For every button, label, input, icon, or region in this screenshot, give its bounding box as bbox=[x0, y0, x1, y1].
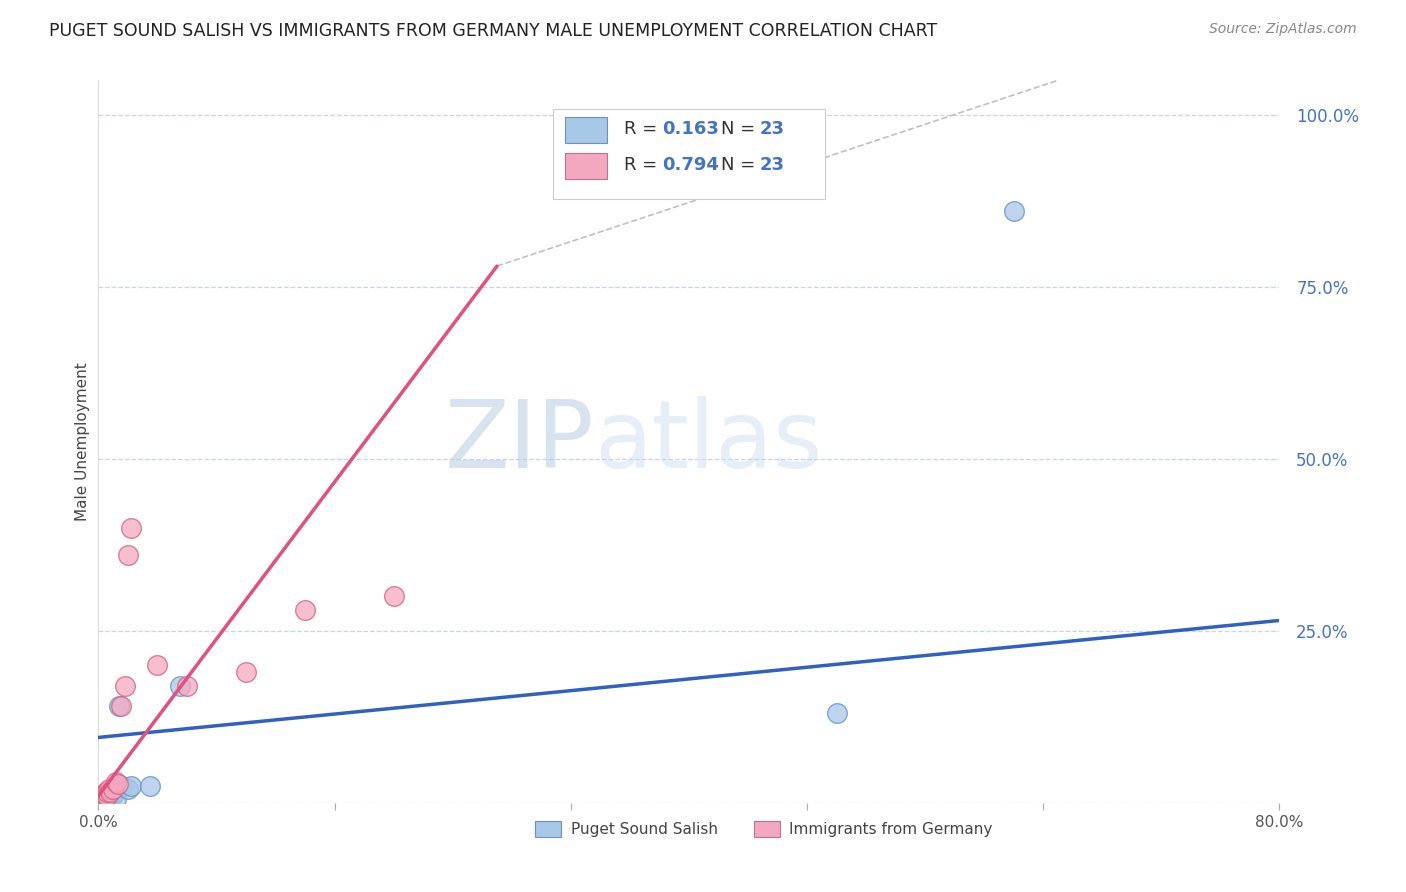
Point bbox=[108, 699, 131, 714]
Text: R =: R = bbox=[624, 120, 664, 137]
Point bbox=[97, 782, 120, 797]
Point bbox=[98, 785, 121, 799]
Text: R =: R = bbox=[624, 156, 664, 174]
Point bbox=[98, 785, 121, 799]
Point bbox=[107, 776, 129, 790]
Point bbox=[93, 792, 115, 806]
Point bbox=[825, 706, 848, 721]
Point bbox=[98, 789, 121, 803]
Text: 23: 23 bbox=[759, 120, 785, 137]
Point bbox=[90, 792, 112, 806]
Text: 0.794: 0.794 bbox=[662, 156, 718, 174]
Text: 0.163: 0.163 bbox=[662, 120, 718, 137]
Point bbox=[111, 779, 134, 793]
Point bbox=[105, 775, 128, 789]
FancyBboxPatch shape bbox=[754, 821, 780, 837]
Point bbox=[294, 603, 316, 617]
Text: Immigrants from Germany: Immigrants from Germany bbox=[789, 822, 993, 837]
Text: N =: N = bbox=[721, 120, 761, 137]
Text: atlas: atlas bbox=[595, 395, 823, 488]
Point bbox=[146, 658, 169, 673]
Point bbox=[235, 665, 257, 679]
Point bbox=[91, 792, 114, 806]
Point bbox=[91, 790, 114, 805]
Point bbox=[103, 782, 125, 797]
Point bbox=[91, 790, 114, 805]
Point bbox=[94, 789, 117, 803]
Point bbox=[103, 782, 125, 797]
Text: PUGET SOUND SALISH VS IMMIGRANTS FROM GERMANY MALE UNEMPLOYMENT CORRELATION CHAR: PUGET SOUND SALISH VS IMMIGRANTS FROM GE… bbox=[49, 22, 938, 40]
FancyBboxPatch shape bbox=[565, 153, 607, 179]
Point bbox=[139, 779, 162, 793]
Point bbox=[104, 785, 127, 799]
FancyBboxPatch shape bbox=[536, 821, 561, 837]
Text: ZIP: ZIP bbox=[444, 395, 595, 488]
Point bbox=[94, 789, 117, 803]
Point bbox=[382, 590, 405, 604]
Point bbox=[97, 789, 120, 803]
Point bbox=[93, 792, 115, 806]
Point bbox=[91, 792, 114, 806]
Point bbox=[96, 789, 118, 803]
Point bbox=[114, 679, 136, 693]
Point bbox=[100, 789, 122, 803]
Point bbox=[93, 789, 115, 803]
Point bbox=[169, 679, 191, 693]
Point bbox=[94, 790, 117, 805]
Text: N =: N = bbox=[721, 156, 761, 174]
Text: Source: ZipAtlas.com: Source: ZipAtlas.com bbox=[1209, 22, 1357, 37]
Point bbox=[96, 790, 118, 805]
Point bbox=[120, 779, 142, 793]
Point bbox=[117, 782, 139, 797]
Point bbox=[96, 785, 118, 799]
Point bbox=[96, 789, 118, 803]
Text: Puget Sound Salish: Puget Sound Salish bbox=[571, 822, 718, 837]
FancyBboxPatch shape bbox=[553, 109, 825, 200]
Y-axis label: Male Unemployment: Male Unemployment bbox=[75, 362, 90, 521]
Point bbox=[117, 548, 139, 562]
Point bbox=[93, 790, 115, 805]
Point bbox=[94, 785, 117, 799]
Point bbox=[176, 679, 198, 693]
FancyBboxPatch shape bbox=[565, 117, 607, 143]
Point bbox=[110, 699, 132, 714]
Point bbox=[1002, 204, 1025, 219]
Point bbox=[120, 520, 142, 534]
Point bbox=[105, 792, 128, 806]
Point bbox=[90, 792, 112, 806]
Text: 23: 23 bbox=[759, 156, 785, 174]
